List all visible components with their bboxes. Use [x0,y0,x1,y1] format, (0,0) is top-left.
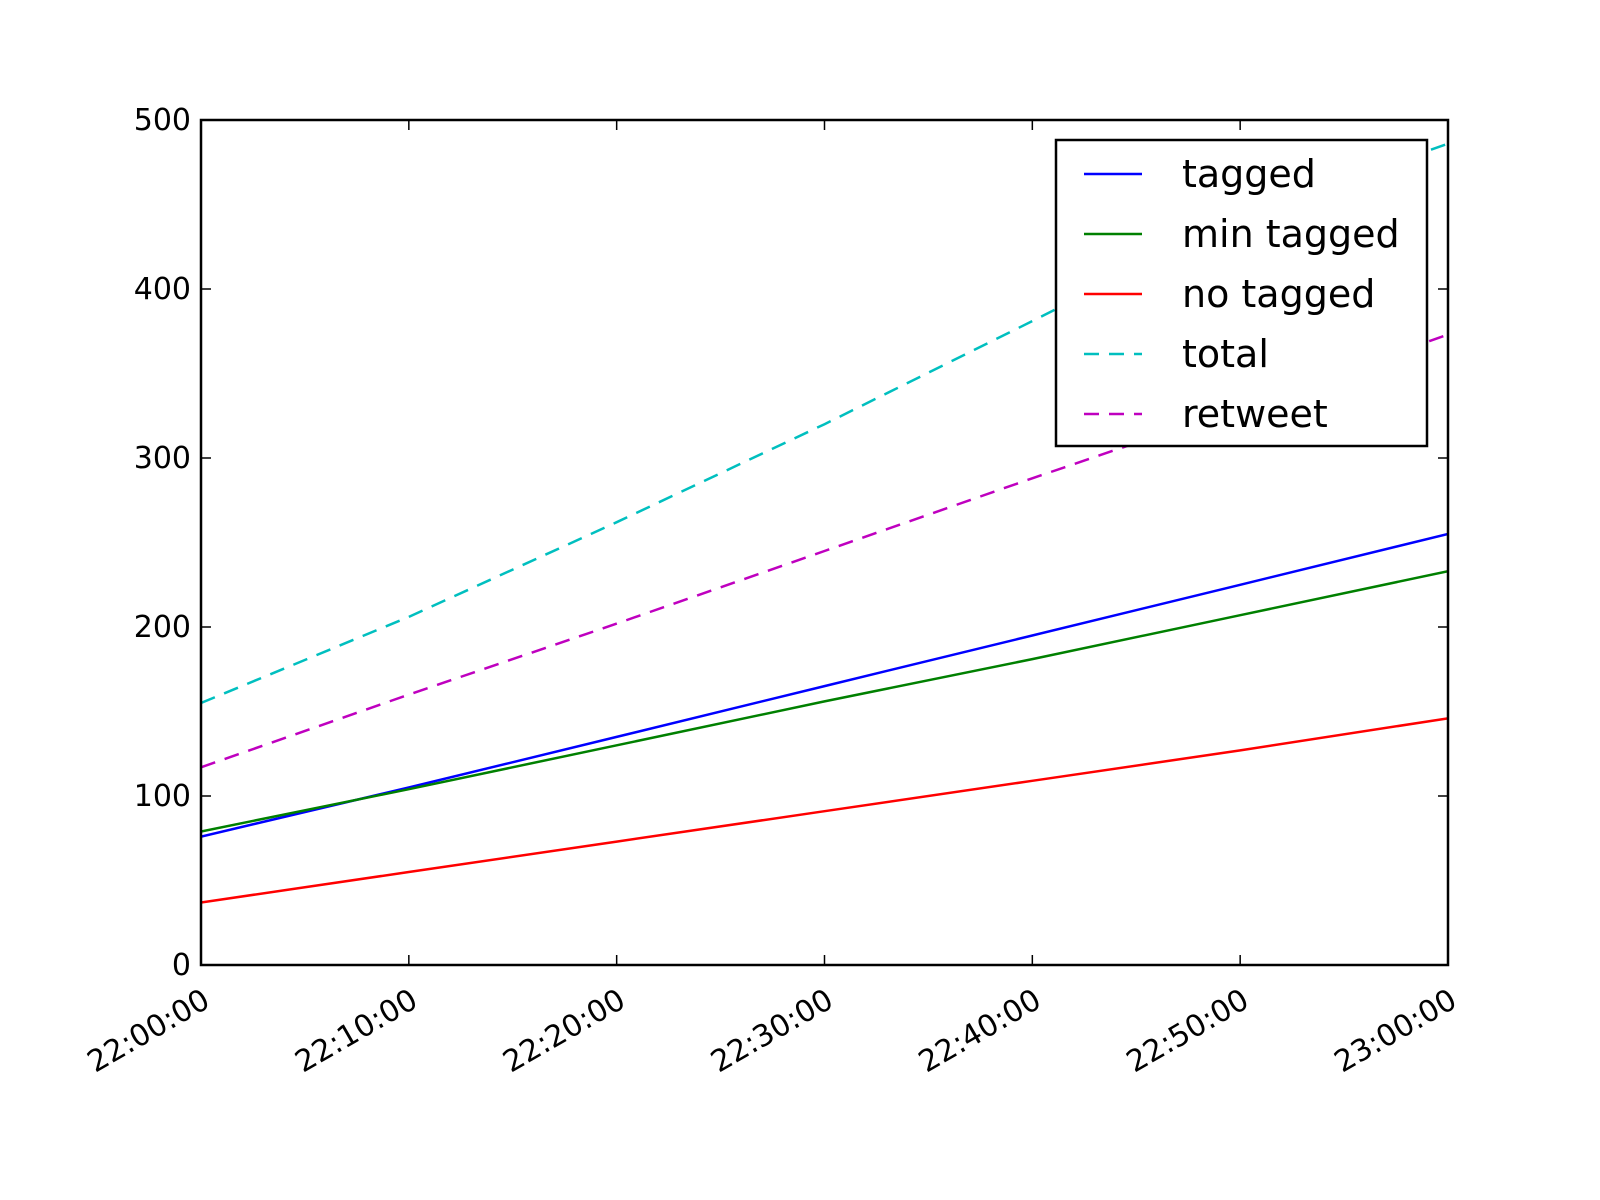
legend: tagged min tagged no tagged total retweet [1054,138,1429,448]
series-layer [201,142,1448,904]
y-tick-label: 400 [134,272,191,307]
series-line-tagged [201,532,1448,838]
y-tick-label: 0 [172,948,191,983]
legend-label: tagged [1182,152,1316,196]
y-tick-label: 100 [134,779,191,814]
y-tick-label: 200 [134,610,191,645]
y-tick-label: 300 [134,441,191,476]
series-line-no-tagged [201,717,1448,904]
legend-label: no tagged [1182,272,1375,316]
series-line-min-tagged [201,569,1448,833]
legend-label: min tagged [1182,212,1400,256]
legend-label: retweet [1182,392,1328,436]
y-tick-label: 500 [134,103,191,138]
series-line-total [201,142,1448,705]
legend-label: total [1182,332,1269,376]
plot-frame [199,118,1450,967]
series-line-retweet [201,333,1448,769]
